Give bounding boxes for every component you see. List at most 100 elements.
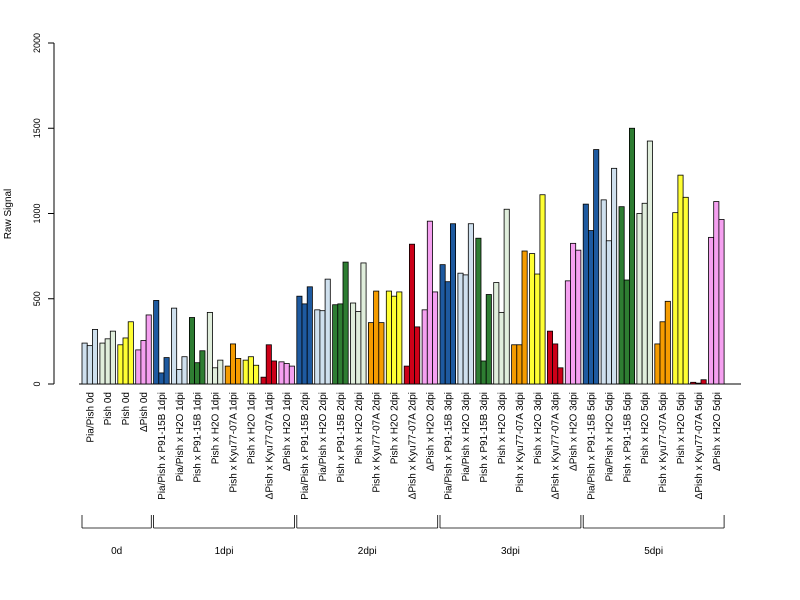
category-label: Pia/Pish x H2O 2dpi: [318, 392, 329, 482]
bar: [695, 382, 702, 385]
bar: [462, 274, 469, 385]
bar: [449, 223, 456, 385]
bar: [360, 262, 367, 385]
bar: [145, 314, 152, 385]
bar: [593, 149, 600, 385]
y-axis: 0 500 1000 1500 2000: [32, 33, 55, 387]
category-label: ΔPish x Kyu77-07A 1dpi: [264, 392, 275, 499]
bar: [475, 237, 482, 385]
bar: [188, 317, 195, 385]
bar: [122, 337, 129, 385]
y-tick-label: 1500: [32, 118, 42, 138]
bar: [265, 344, 272, 385]
category-label: Pish x Kyu77-07A 1dpi: [229, 392, 240, 493]
bar: [296, 295, 303, 385]
category-label: Pia/Pish x H2O 1dpi: [175, 392, 186, 482]
category-label: Pish x P91-15B 1dpi: [193, 392, 204, 483]
bar: [547, 330, 554, 385]
bar: [421, 309, 428, 385]
category-label: Pish x H2O 1dpi: [246, 392, 257, 464]
bar: [278, 361, 285, 385]
category-label: Pish x H2O 3dpi: [497, 392, 508, 464]
bar: [337, 303, 344, 385]
category-label: Pia/Pish x P91-15B 2dpi: [300, 392, 311, 500]
bar: [127, 321, 134, 385]
y-tick-label: 2000: [32, 33, 42, 53]
bar: [92, 329, 99, 385]
category-label: Pish x P91-15B 3dpi: [479, 392, 490, 483]
bar: [163, 357, 170, 385]
bar: [600, 199, 607, 385]
group-brackets-layer: 0d 1dpi 2dpi 3dpi 5dpi: [81, 515, 725, 557]
category-label: Pia/Pish x H2O 5dpi: [604, 392, 615, 482]
bar: [247, 356, 254, 385]
category-label: Pish x H2O 5dpi: [640, 392, 651, 464]
category-label: Pish x H2O 1dpi: [211, 392, 222, 464]
bar: [270, 360, 277, 385]
bars-layer: [81, 127, 725, 385]
bar: [194, 362, 201, 385]
category-label: Pish x P91-15B 2dpi: [336, 392, 347, 483]
bar: [516, 344, 523, 385]
category-label: ΔPish x Kyu77-07A 5dpi: [694, 392, 705, 499]
bar: [367, 322, 374, 385]
bar: [117, 344, 124, 385]
bar: [564, 280, 571, 385]
bar: [99, 342, 106, 385]
bar: [718, 219, 725, 385]
bar: [582, 203, 589, 385]
bar: [672, 212, 679, 385]
bar: [611, 167, 618, 385]
bar: [682, 196, 689, 385]
bar: [199, 350, 206, 385]
group-label: 0d: [111, 546, 122, 557]
bar: [224, 365, 231, 385]
bar: [498, 311, 505, 385]
bar: [332, 304, 339, 385]
category-label: ΔPish 0d: [139, 392, 150, 432]
bar: [480, 360, 487, 385]
bar: [301, 303, 308, 385]
bar: [403, 365, 410, 385]
category-label: Pish x H2O 2dpi: [390, 392, 401, 464]
bar: [104, 338, 111, 385]
category-label: ΔPish x H2O 5dpi: [712, 392, 723, 471]
y-tick-label: 500: [32, 291, 42, 306]
bar: [677, 174, 684, 385]
bar: [324, 278, 331, 385]
bar: [570, 242, 577, 385]
bar: [529, 253, 536, 385]
category-labels-layer: Pia/Pish 0d Pish 0d Pish 0d ΔPish 0d Pia/Pis…: [85, 392, 723, 500]
bar: [306, 286, 313, 385]
bar: [521, 250, 528, 385]
category-label: Pish x H2O 2dpi: [354, 392, 365, 464]
category-label: Pish 0d: [121, 392, 132, 425]
bar: [81, 342, 88, 385]
bar: [235, 358, 242, 385]
category-label: Pia/Pish x P91-15B 3dpi: [443, 392, 454, 500]
bar: [439, 264, 446, 385]
bar: [414, 326, 421, 385]
bar: [539, 194, 546, 385]
category-label: Pia/Pish x P91-15B 1dpi: [157, 392, 168, 500]
category-label: ΔPish x H2O 1dpi: [282, 392, 293, 471]
bar: [396, 291, 403, 385]
category-label: Pish x Kyu77-07A 3dpi: [515, 392, 526, 493]
bar: [109, 330, 116, 385]
bar: [664, 300, 671, 385]
bar: [654, 343, 661, 385]
category-label: ΔPish x Kyu77-07A 2dpi: [408, 392, 419, 499]
bar: [636, 213, 643, 385]
bar: [373, 290, 380, 385]
bar: [314, 309, 321, 385]
bar: [408, 243, 415, 385]
bar: [467, 223, 474, 385]
bar: [171, 307, 178, 385]
category-label: Pish x Kyu77-07A 5dpi: [658, 392, 669, 493]
bar: [319, 310, 326, 385]
y-tick-label: 1000: [32, 203, 42, 223]
bar: [588, 230, 595, 385]
category-label: Pish x P91-15B 5dpi: [622, 392, 633, 483]
bar: [493, 282, 500, 385]
